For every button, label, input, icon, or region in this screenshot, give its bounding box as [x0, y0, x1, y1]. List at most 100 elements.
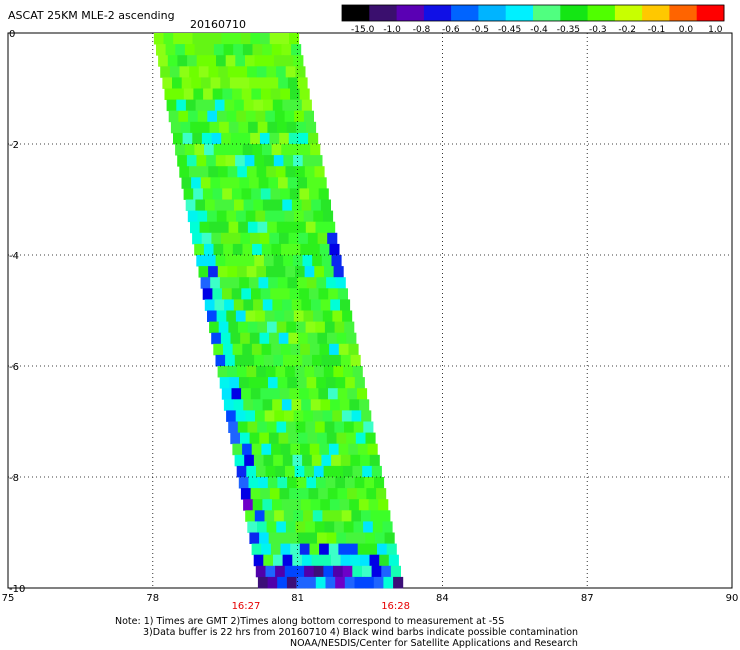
swath-cell — [249, 332, 260, 345]
swath-cell — [234, 199, 245, 211]
swath-cell — [266, 266, 277, 278]
swath-cell — [208, 166, 219, 178]
swath-cell — [272, 199, 283, 211]
swath-cell — [246, 110, 257, 123]
swath-cell — [231, 33, 242, 45]
swath-cell — [263, 554, 274, 567]
swath-cell — [262, 44, 273, 56]
swath-cell — [314, 521, 325, 533]
swath-cell — [322, 310, 333, 322]
swath-cell — [289, 488, 300, 500]
swath-cell — [259, 132, 270, 145]
swath-cell — [255, 210, 266, 223]
swath-cell — [263, 255, 274, 267]
swath-cell — [276, 221, 287, 234]
swath-cell — [290, 343, 301, 356]
swath-cell — [368, 499, 379, 511]
swath-cell — [228, 421, 239, 433]
swath-cell — [371, 565, 382, 578]
swath-cell — [264, 310, 275, 322]
swath-cell — [307, 232, 318, 245]
swath-cell — [301, 99, 312, 112]
swath-cell — [344, 576, 355, 589]
swath-cell — [201, 132, 212, 145]
swath-cell — [198, 266, 209, 278]
swath-cell — [236, 366, 247, 378]
swath-cell — [242, 144, 253, 156]
swath-cell — [160, 66, 171, 78]
swath-cell — [318, 288, 329, 300]
swath-cell — [183, 88, 194, 100]
swath-cell — [301, 554, 312, 567]
swath-cell — [312, 255, 323, 267]
swath-cell — [234, 454, 245, 467]
swath-cell — [321, 255, 332, 267]
swath-cell — [363, 421, 374, 433]
swath-cell — [156, 44, 167, 56]
swath-cell — [352, 465, 363, 478]
swath-cell — [201, 77, 212, 89]
swath-cell — [342, 565, 353, 578]
swath-cell — [307, 332, 318, 345]
swath-cell — [265, 565, 276, 578]
swath-cell — [243, 99, 254, 112]
swath-cell — [225, 155, 236, 167]
swath-cell — [260, 288, 271, 300]
swath-cell — [282, 454, 293, 467]
swath-cell — [241, 288, 252, 300]
swath-cell — [226, 210, 237, 223]
swath-cell — [217, 366, 228, 378]
swath-cell — [165, 44, 176, 56]
swath-cell — [310, 499, 321, 511]
swath-cell — [314, 366, 325, 378]
swath-cell — [271, 243, 282, 256]
swath-cell — [217, 266, 228, 278]
swath-cell — [246, 166, 257, 178]
swath-cell — [237, 421, 248, 433]
swath-cell — [235, 55, 246, 67]
swath-cell — [350, 454, 361, 467]
swath-cell — [279, 288, 290, 300]
swath-cell — [285, 521, 296, 533]
swath-cell — [326, 277, 337, 289]
swath-cell — [282, 99, 293, 112]
swath-cell — [290, 88, 301, 100]
swath-cell — [296, 576, 307, 589]
swath-cell — [238, 221, 249, 234]
swath-cell — [252, 144, 263, 156]
swath-cell — [240, 33, 251, 45]
swath-cell — [329, 499, 340, 511]
swath-cell — [261, 243, 272, 256]
swath-cell — [187, 55, 198, 67]
swath-cell — [211, 132, 222, 145]
swath-cell — [259, 532, 270, 544]
swath-cell — [312, 510, 323, 522]
swath-cell — [230, 232, 241, 245]
swath-cell — [297, 177, 308, 189]
colorbar-swatch — [560, 5, 589, 21]
swath-cell — [245, 55, 256, 67]
swath-cell — [275, 366, 286, 378]
swath-cell — [278, 77, 289, 89]
swath-cell — [256, 366, 267, 378]
swath-cell — [306, 277, 317, 289]
swath-cell — [346, 532, 357, 544]
swath-cell — [178, 110, 189, 123]
swath-cell — [190, 221, 201, 234]
swath-cell — [294, 110, 305, 123]
colorbar-label: 0.0 — [679, 25, 694, 35]
swath-cell — [274, 210, 285, 223]
swath-cell — [253, 554, 264, 567]
swath-cell — [329, 343, 340, 356]
swath-cell — [176, 99, 187, 112]
swath-cell — [336, 432, 347, 445]
swath-cell — [324, 421, 335, 433]
swath-cell — [328, 288, 339, 300]
swath-cell — [271, 44, 282, 56]
swath-cell — [291, 299, 302, 311]
swath-cell — [283, 55, 294, 67]
swath-cell — [362, 565, 373, 578]
swath-cell — [257, 521, 268, 533]
swath-cell — [222, 288, 233, 300]
swath-cell — [320, 399, 331, 411]
